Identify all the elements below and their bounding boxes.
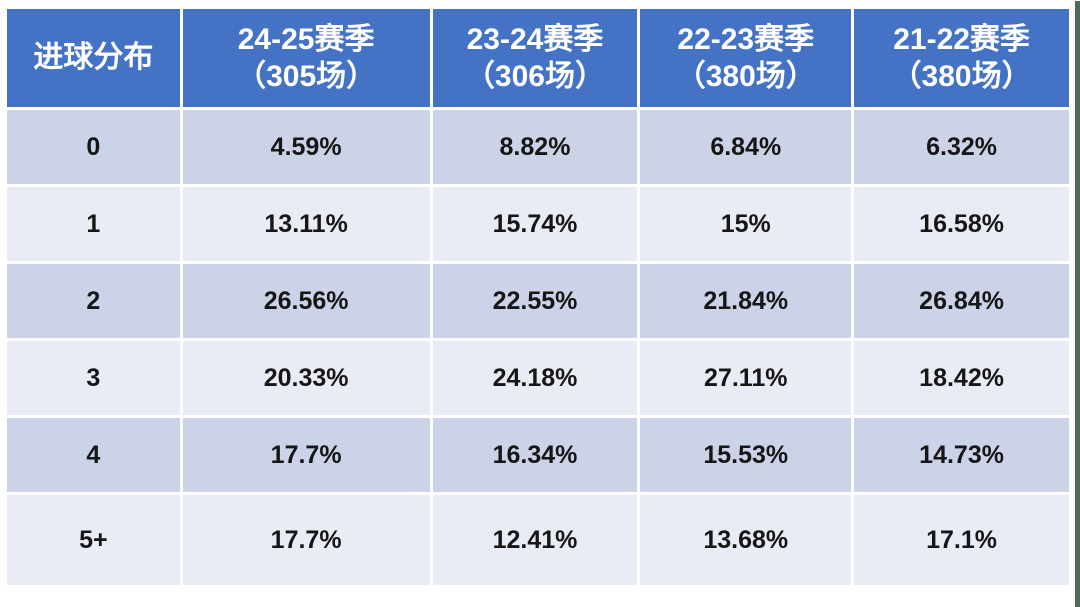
row-label: 0	[7, 110, 180, 184]
column-header-season-22-23: 22-23赛季 （380场）	[640, 9, 852, 107]
column-header-line2: （306场）	[464, 60, 605, 93]
column-header-season-21-22: 21-22赛季 （380场）	[854, 9, 1069, 107]
table-cell: 27.11%	[640, 341, 852, 415]
table-cell: 16.34%	[432, 418, 638, 492]
table-cell: 15.74%	[432, 187, 638, 261]
table-cell: 17.7%	[182, 418, 430, 492]
table-cell: 6.84%	[640, 110, 852, 184]
column-header-line1: 23-24赛季	[466, 22, 604, 56]
table-cell: 15.53%	[640, 418, 852, 492]
table-row-goals-2: 2 26.56% 22.55% 21.84% 26.84%	[7, 264, 1069, 338]
column-header-line2: （380场）	[891, 60, 1032, 93]
table-cell: 4.59%	[182, 110, 430, 184]
column-header-line2: （380场）	[675, 60, 816, 93]
column-header-line1: 22-23赛季	[677, 22, 815, 56]
row-label: 3	[7, 341, 180, 415]
row-label: 4	[7, 418, 180, 492]
table-row-goals-0: 0 4.59% 8.82% 6.84% 6.32%	[7, 110, 1069, 184]
table-row-goals-5plus: 5+ 17.7% 12.41% 13.68% 17.1%	[7, 495, 1069, 585]
table-cell: 16.58%	[854, 187, 1069, 261]
table-cell: 12.41%	[432, 495, 638, 585]
table-cell: 17.7%	[182, 495, 430, 585]
table-cell: 13.68%	[640, 495, 852, 585]
table-row-goals-4: 4 17.7% 16.34% 15.53% 14.73%	[7, 418, 1069, 492]
row-label: 5+	[7, 495, 180, 585]
table-cell: 24.18%	[432, 341, 638, 415]
row-label: 1	[7, 187, 180, 261]
goal-distribution-table: 进球分布 24-25赛季 （305场） 23-24赛季 （306场） 22-23…	[4, 6, 1072, 588]
table-cell: 8.82%	[432, 110, 638, 184]
column-header-line1: 21-22赛季	[893, 22, 1030, 56]
table-cell: 26.84%	[854, 264, 1069, 338]
table-cell: 13.11%	[182, 187, 430, 261]
table-cell: 6.32%	[854, 110, 1069, 184]
corner-header: 进球分布	[7, 9, 180, 107]
table-cell: 21.84%	[640, 264, 852, 338]
table-cell: 18.42%	[854, 341, 1069, 415]
row-label: 2	[7, 264, 180, 338]
table-cell: 14.73%	[854, 418, 1069, 492]
column-header-season-24-25: 24-25赛季 （305场）	[182, 9, 430, 107]
table-cell: 26.56%	[182, 264, 430, 338]
table-row-goals-3: 3 20.33% 24.18% 27.11% 18.42%	[7, 341, 1069, 415]
table-header-row: 进球分布 24-25赛季 （305场） 23-24赛季 （306场） 22-23…	[7, 9, 1069, 107]
column-header-season-23-24: 23-24赛季 （306场）	[432, 9, 638, 107]
table-row-goals-1: 1 13.11% 15.74% 15% 16.58%	[7, 187, 1069, 261]
table-cell: 15%	[640, 187, 852, 261]
column-header-line2: （305场）	[236, 60, 377, 93]
table-cell: 22.55%	[432, 264, 638, 338]
page-edge-strip	[1075, 1, 1080, 607]
column-header-line1: 24-25赛季	[237, 22, 375, 56]
table-cell: 20.33%	[182, 341, 430, 415]
table-cell: 17.1%	[854, 495, 1069, 585]
